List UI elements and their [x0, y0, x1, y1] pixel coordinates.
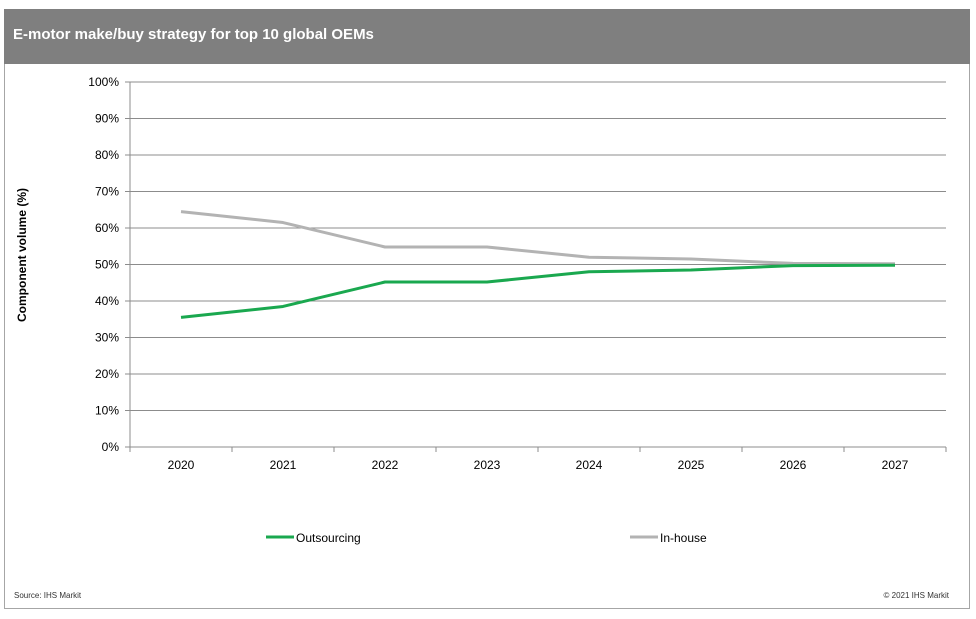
x-tick-label: 2021 — [270, 458, 297, 472]
y-tick-label: 40% — [95, 294, 119, 308]
x-tick-label: 2022 — [372, 458, 399, 472]
y-tick-label: 70% — [95, 185, 119, 199]
x-tick-label: 2026 — [780, 458, 807, 472]
x-tick-label: 2025 — [678, 458, 705, 472]
copyright-note: © 2021 IHS Markit — [883, 591, 949, 600]
series-line-outsourcing — [180, 263, 896, 319]
x-tick-label: 2020 — [168, 458, 195, 472]
y-axis-label: Component volume (%) — [15, 188, 29, 322]
series-line-in-house — [180, 210, 896, 266]
y-tick-label: 30% — [95, 331, 119, 345]
chart-frame — [4, 9, 970, 609]
legend-label-in-house: In-house — [660, 531, 707, 545]
x-tick-label: 2024 — [576, 458, 603, 472]
x-tick-label: 2027 — [882, 458, 909, 472]
source-note: Source: IHS Markit — [14, 591, 82, 600]
y-tick-label: 10% — [95, 404, 119, 418]
y-tick-label: 50% — [95, 258, 119, 272]
chart-title: E-motor make/buy strategy for top 10 glo… — [4, 9, 970, 64]
y-tick-label: 20% — [95, 367, 119, 381]
y-tick-label: 80% — [95, 148, 119, 162]
y-tick-label: 0% — [102, 440, 120, 454]
y-tick-label: 90% — [95, 112, 119, 126]
legend-label-outsourcing: Outsourcing — [296, 531, 361, 545]
y-tick-label: 100% — [88, 75, 119, 89]
y-tick-label: 60% — [95, 221, 119, 235]
x-tick-label: 2023 — [474, 458, 501, 472]
